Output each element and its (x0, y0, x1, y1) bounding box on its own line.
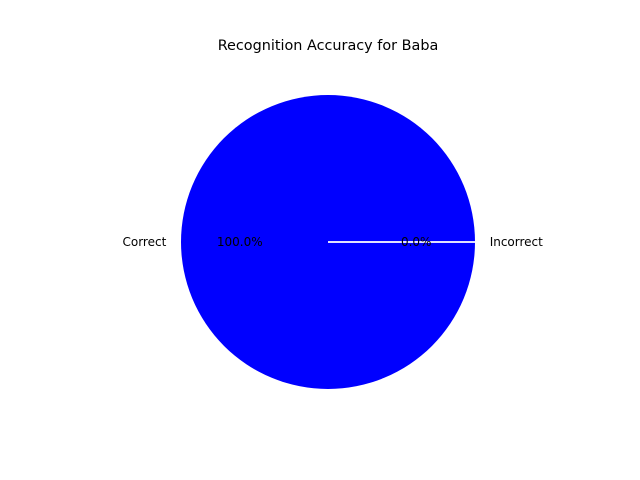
pie-percent-correct: 100.0% (217, 235, 263, 249)
pie-percent-incorrect: 0.0% (401, 235, 432, 249)
chart-title: Recognition Accuracy for Baba (218, 38, 439, 54)
pie-label-incorrect: Incorrect (490, 235, 543, 249)
pie-labels: Correct 100.0% Incorrect 0.0% (122, 235, 543, 249)
pie-label-correct: Correct (122, 235, 166, 249)
pie-slices (181, 95, 475, 389)
